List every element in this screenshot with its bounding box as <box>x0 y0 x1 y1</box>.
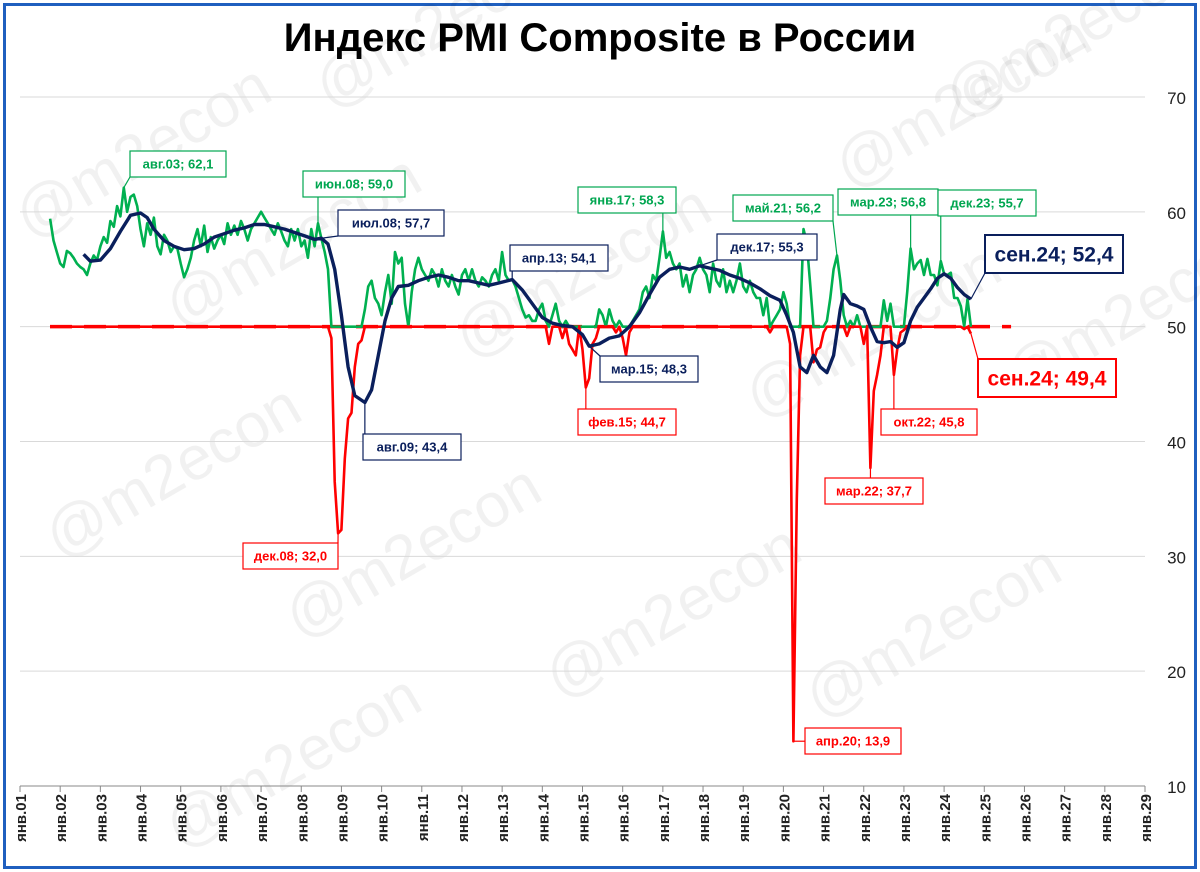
callout-box <box>302 170 406 198</box>
callout-label: фев.15; 44,7 <box>588 415 666 430</box>
callout-label: апр.13; 54,1 <box>522 251 596 266</box>
callout-box <box>362 433 462 461</box>
watermark-text: @m2econ <box>33 371 313 573</box>
x-tick-label: янв.21 <box>817 794 834 842</box>
callout-leader <box>699 259 718 267</box>
x-tick-label: янв.19 <box>736 794 753 842</box>
callout-label: сен.24; 49,4 <box>988 368 1107 391</box>
callout-box <box>577 408 677 436</box>
x-tick-label: янв.16 <box>616 794 633 842</box>
x-tick-label: янв.11 <box>415 794 432 841</box>
callout-box <box>509 244 609 272</box>
callout-box <box>984 234 1124 274</box>
callout-box <box>824 477 924 505</box>
callout-label: мар.22; 37,7 <box>836 484 912 499</box>
callout-leader <box>970 272 986 300</box>
y-tick-label: 70 <box>1167 89 1186 108</box>
callout-box <box>337 209 445 237</box>
x-tick-label: янв.03 <box>93 794 110 842</box>
watermark-text: @m2econ <box>793 531 1073 733</box>
callout-box <box>242 542 339 570</box>
x-tick-label: янв.02 <box>53 794 70 842</box>
callout-label: дек.08; 32,0 <box>254 549 327 564</box>
x-tick-label: янв.28 <box>1098 794 1115 842</box>
y-tick-label: 30 <box>1167 548 1186 567</box>
x-tick-label: янв.23 <box>897 794 914 842</box>
callout-label: дек.17; 55,3 <box>730 240 803 255</box>
y-tick-label: 20 <box>1167 663 1186 682</box>
x-tick-label: янв.20 <box>776 794 793 842</box>
callout-box <box>937 189 1037 217</box>
chart-title: Индекс PMI Composite в России <box>283 16 917 60</box>
pmi-line-below-50 <box>50 325 973 743</box>
watermark-text: @m2econ <box>303 0 583 122</box>
x-tick-label: янв.04 <box>134 793 151 842</box>
callout-label: сен.24; 52,4 <box>995 244 1114 267</box>
callout-box <box>577 186 677 214</box>
callout-leader <box>123 176 131 189</box>
y-tick-label: 40 <box>1167 434 1186 453</box>
y-tick-label: 10 <box>1167 778 1186 797</box>
x-tick-label: янв.13 <box>495 794 512 842</box>
x-tick-label: янв.10 <box>375 794 392 842</box>
callout-label: апр.20; 13,9 <box>816 734 890 749</box>
callout-leader <box>588 345 601 357</box>
callout-box <box>599 355 699 383</box>
x-tick-label: янв.26 <box>1017 794 1034 842</box>
callout-box <box>977 358 1117 398</box>
x-tick-label: янв.25 <box>977 794 994 842</box>
callout-label: дек.23; 55,7 <box>950 196 1023 211</box>
x-tick-label: янв.05 <box>174 794 191 842</box>
x-tick-label: янв.17 <box>656 794 673 842</box>
callout-label: июн.08; 59,0 <box>315 177 393 192</box>
callout-leader <box>832 220 838 256</box>
x-tick-label: янв.22 <box>857 794 874 842</box>
callout-box <box>837 188 939 216</box>
callout-box <box>716 233 818 261</box>
x-tick-label: янв.08 <box>294 794 311 842</box>
callout-label: июл.08; 57,7 <box>352 216 430 231</box>
x-tick-label: янв.14 <box>535 793 552 842</box>
moving-average-line <box>82 211 972 405</box>
callout-leader <box>321 235 339 239</box>
callout-label: авг.09; 43,4 <box>377 440 448 455</box>
callout-label: авг.03; 62,1 <box>143 157 214 172</box>
watermark-text: @m2econ <box>533 511 813 713</box>
watermark-text: @m2econ <box>933 0 1200 132</box>
callout-box <box>129 150 227 178</box>
callout-box <box>804 727 902 755</box>
callout-label: мар.15; 48,3 <box>611 362 687 377</box>
callout-label: окт.22; 45,8 <box>894 415 965 430</box>
y-tick-label: 50 <box>1167 319 1186 338</box>
x-tick-label: янв.09 <box>334 794 351 842</box>
x-tick-label: янв.12 <box>455 794 472 842</box>
callout-box <box>732 194 834 222</box>
x-tick-label: янв.24 <box>937 793 954 842</box>
callout-box <box>880 408 978 436</box>
x-tick-label: янв.06 <box>214 794 231 842</box>
x-tick-label: янв.01 <box>13 794 30 842</box>
x-tick-label: янв.27 <box>1058 794 1075 842</box>
chart-frame <box>3 3 1197 869</box>
callout-label: янв.17; 58,3 <box>590 193 665 208</box>
y-tick-label: 60 <box>1167 204 1186 223</box>
x-tick-label: янв.07 <box>254 794 271 842</box>
callout-leader <box>970 333 979 360</box>
x-tick-label: янв.29 <box>1138 794 1155 842</box>
callout-label: май.21; 56,2 <box>745 201 821 216</box>
x-tick-label: янв.18 <box>696 794 713 842</box>
x-tick-label: янв.15 <box>576 794 593 842</box>
callout-label: мар.23; 56,8 <box>850 195 926 210</box>
